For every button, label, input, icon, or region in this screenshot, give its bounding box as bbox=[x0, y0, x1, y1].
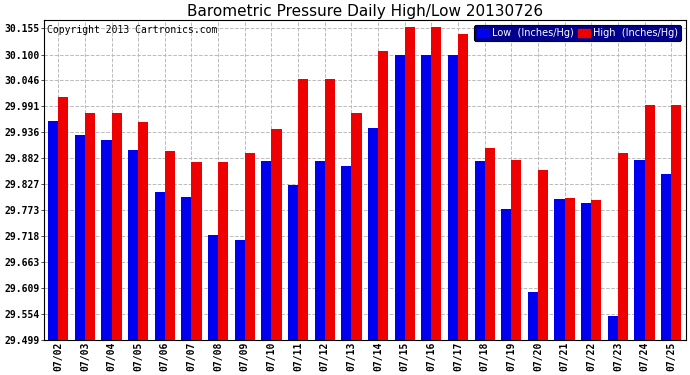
Bar bbox=[138, 122, 148, 340]
Bar bbox=[315, 161, 325, 340]
Bar bbox=[448, 54, 458, 340]
Bar bbox=[245, 153, 255, 340]
Bar bbox=[644, 105, 655, 340]
Bar bbox=[421, 54, 431, 340]
Bar bbox=[165, 150, 175, 340]
Bar bbox=[235, 240, 245, 340]
Bar bbox=[85, 112, 95, 340]
Bar bbox=[538, 170, 548, 340]
Bar bbox=[75, 135, 85, 340]
Bar bbox=[298, 79, 308, 340]
Bar bbox=[271, 129, 282, 340]
Bar bbox=[262, 161, 271, 340]
Title: Barometric Pressure Daily High/Low 20130726: Barometric Pressure Daily High/Low 20130… bbox=[187, 4, 543, 19]
Bar bbox=[378, 51, 388, 340]
Bar bbox=[475, 161, 484, 340]
Bar bbox=[555, 200, 564, 340]
Bar bbox=[325, 79, 335, 340]
Bar bbox=[155, 192, 165, 340]
Bar bbox=[484, 148, 495, 340]
Bar bbox=[431, 27, 442, 340]
Bar bbox=[634, 160, 644, 340]
Bar bbox=[288, 185, 298, 340]
Bar bbox=[368, 128, 378, 340]
Bar bbox=[458, 34, 468, 340]
Bar bbox=[58, 97, 68, 340]
Bar bbox=[351, 112, 362, 340]
Bar bbox=[661, 174, 671, 340]
Bar bbox=[48, 121, 58, 340]
Bar bbox=[181, 197, 192, 340]
Bar bbox=[404, 27, 415, 340]
Bar bbox=[112, 112, 121, 340]
Bar bbox=[671, 105, 681, 340]
Bar bbox=[128, 150, 138, 340]
Bar bbox=[342, 166, 351, 340]
Bar bbox=[591, 200, 602, 340]
Bar bbox=[581, 203, 591, 340]
Bar bbox=[208, 235, 218, 340]
Legend: Low  (Inches/Hg), High  (Inches/Hg): Low (Inches/Hg), High (Inches/Hg) bbox=[474, 25, 681, 41]
Bar bbox=[101, 140, 112, 340]
Bar bbox=[618, 153, 628, 340]
Text: Copyright 2013 Cartronics.com: Copyright 2013 Cartronics.com bbox=[47, 25, 217, 35]
Bar bbox=[192, 162, 201, 340]
Bar bbox=[501, 209, 511, 340]
Bar bbox=[218, 162, 228, 340]
Bar bbox=[395, 54, 404, 340]
Bar bbox=[608, 316, 618, 340]
Bar bbox=[564, 198, 575, 340]
Bar bbox=[528, 292, 538, 340]
Bar bbox=[511, 160, 522, 340]
